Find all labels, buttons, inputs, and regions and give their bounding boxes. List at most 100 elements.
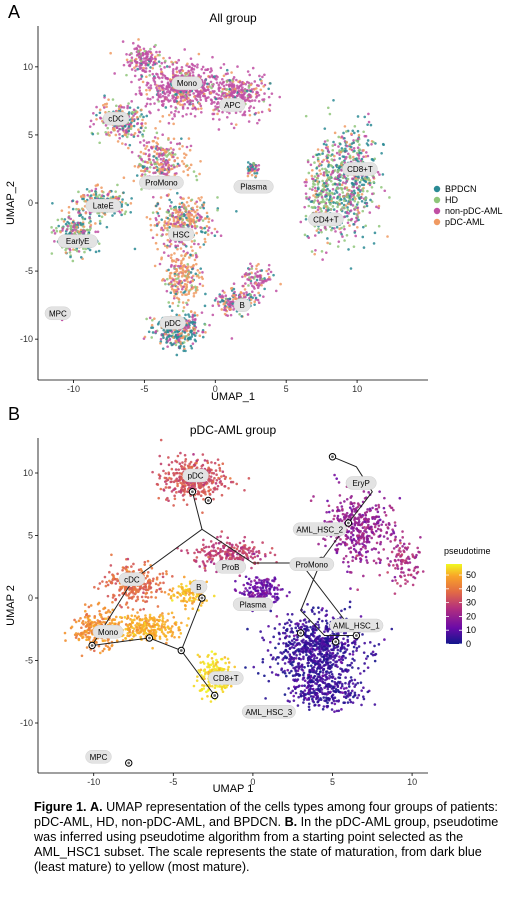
- panel-a-cluster-label-bg: [159, 316, 186, 330]
- panel-a-cluster-label: Plasma: [240, 183, 267, 192]
- panel-b-cluster-label: B: [196, 583, 201, 592]
- panel-b-title: pDC-AML group: [189, 423, 277, 437]
- figure-caption: Figure 1. A. UMAP representation of the …: [34, 800, 504, 875]
- panel-a-cluster-label: B: [240, 301, 245, 310]
- panel-a-cluster-label-bg: [85, 198, 121, 213]
- panel-a-cluster-label-bg: [168, 227, 195, 242]
- panel-a-cluster-label-bg: [308, 212, 344, 227]
- panel-b-cell-cluster: [167, 575, 216, 612]
- colorbar-tick-label: 20: [466, 611, 476, 621]
- caption-figure-label: Figure 1.: [34, 800, 87, 814]
- panel-b-cluster-label: ProMono: [296, 560, 329, 569]
- panel-b-cluster-label: AML_HSC_3: [245, 708, 292, 717]
- panel-a-cluster-label: APC: [224, 101, 241, 110]
- panel-b-cluster-label-bg: [208, 671, 244, 685]
- panel-b-x-axis-label: UMAP 1: [213, 783, 254, 795]
- panel-b-x-tick-label: 10: [407, 777, 417, 787]
- panel-b-y-tick-label: 5: [28, 531, 33, 541]
- panel-b-cluster-label-bg: [292, 522, 347, 536]
- panel-b-cluster-label-bg: [232, 597, 273, 611]
- colorbar-tick-label: 30: [466, 598, 476, 608]
- colorbar-tick-label: 50: [466, 570, 476, 580]
- colorbar-title: pseudotime: [444, 546, 491, 556]
- panel-a-plot: -10 -5 0 5 10 -10 -5 0 5 10 UMAP_1 UMAP_2 Mono APC cDC…: [5, 26, 503, 403]
- panel-b-cell-cluster: [378, 530, 425, 595]
- panel-b-trajectory-node-core: [191, 490, 194, 494]
- colorbar-tick-label: 0: [466, 639, 471, 649]
- panel-a-cluster-label: ProMono: [145, 179, 178, 188]
- panel-b-cluster-label-bg: [85, 750, 112, 764]
- panel-a-cell-cluster: [246, 161, 261, 179]
- panel-b-x-tick-label: 5: [330, 777, 335, 787]
- panel-b-y-tick-label: -5: [25, 656, 33, 666]
- panel-a-x-tick-label: 0: [213, 384, 218, 394]
- panel-a-cluster-label: cDC: [108, 115, 124, 124]
- panel-a-y-tick-label: 5: [28, 130, 33, 140]
- umap-figure: -10 -5 0 5 10 -10 -5 0 5 10 UMAP_1 UMAP_2 Mono APC cDC…: [5, 26, 503, 795]
- panel-b-cluster-label: ProB: [222, 563, 240, 572]
- panel-b-cluster-label-bg: [118, 572, 146, 586]
- panel-b-y-tick-label: 10: [23, 468, 33, 478]
- caption-a-label: A.: [89, 800, 103, 814]
- legend-swatch: [433, 185, 441, 193]
- panel-a-y-tick-label: -5: [25, 266, 33, 276]
- panel-a-cluster-label: MPC: [49, 309, 67, 318]
- panel-b-x-tick-label: 0: [250, 777, 255, 787]
- panel-b-cluster-label-bg: [92, 625, 124, 639]
- panel-a-cell-cluster: [241, 262, 282, 298]
- panel-b-trajectory-node-core: [299, 631, 303, 635]
- legend-swatch: [433, 196, 441, 204]
- colorbar-tick-label: 10: [466, 625, 476, 635]
- panel-a-y-tick-label: -10: [20, 334, 33, 344]
- panel-b-x-tick-label: -10: [87, 777, 100, 787]
- panel-b-cluster-label-bg: [329, 618, 384, 633]
- panel-b-y-axis-label: UMAP 2: [5, 585, 17, 626]
- panel-a-cell-cluster: [109, 38, 171, 84]
- panel-b-cluster-label-bg: [345, 476, 377, 490]
- panel-b-cluster-label: EryP: [352, 479, 369, 488]
- panel-b-trajectory-node-core: [331, 455, 334, 459]
- panel-a-cluster-label: pDC: [165, 319, 181, 328]
- panel-a-x-axis-label: UMAP_1: [211, 391, 255, 403]
- panel-a-cluster-label: EarlyE: [66, 237, 90, 246]
- panel-b-trajectory-node-core: [354, 634, 358, 637]
- panel-b-trajectory-node-core: [213, 694, 217, 697]
- panel-b-cluster-label: Plasma: [240, 600, 267, 609]
- panel-b-cluster-label: AML_HSC_2: [296, 525, 343, 534]
- panel-a-cluster-label: CD4+T: [313, 215, 339, 224]
- panel-a-y-tick-label: 0: [28, 198, 33, 208]
- panel-b-trajectory-node-core: [200, 596, 204, 600]
- panel-a-y-tick-label: 10: [23, 62, 33, 72]
- panel-b-trajectory-node-core: [179, 649, 183, 652]
- panel-b-x-tick-label: -5: [169, 777, 177, 787]
- panel-b-cluster-label-bg: [215, 560, 247, 574]
- panel-b-cell-cluster: [283, 670, 370, 713]
- panel-b-cluster-label-bg: [190, 580, 208, 594]
- legend-swatch: [433, 218, 441, 226]
- panel-b-cluster-label: pDC: [188, 472, 204, 481]
- panel-a-letter: A: [8, 2, 21, 22]
- panel-b-trajectory-node-core: [127, 761, 131, 765]
- panel-a-cluster-label-bg: [102, 111, 130, 126]
- panel-b-cluster-label: Mono: [98, 628, 119, 637]
- panel-a-cluster-label-bg: [233, 179, 274, 194]
- panel-b-plot: -10 -5 0 5 10 -10 -5 0 5 10 UMAP 1 UMAP 2 pDC EryP AML…: [5, 438, 491, 795]
- panel-a-cluster-label: Mono: [177, 79, 198, 88]
- legend-label: HD: [445, 195, 458, 205]
- panel-a-title: All group: [209, 11, 257, 25]
- panel-a-cell-cluster: [142, 309, 234, 357]
- panel-a-cluster-label-bg: [342, 162, 378, 176]
- panel-b-cluster-label: cDC: [124, 575, 140, 584]
- panel-a-cell-cluster: [153, 244, 207, 321]
- panel-b-cell-cluster: [63, 601, 147, 658]
- panel-a-cluster-label-bg: [233, 298, 251, 312]
- colorbar-gradient: [446, 564, 462, 644]
- caption-b-label: B.: [284, 815, 298, 829]
- panel-a-x-tick-label: -5: [140, 384, 148, 394]
- panel-a-x-tick-label: -10: [67, 384, 80, 394]
- panel-b-y-tick-label: -10: [20, 718, 33, 728]
- panel-b-cluster-label: AML_HSC_1: [333, 622, 380, 631]
- panel-a-cluster-label-bg: [44, 306, 72, 321]
- legend-label: non-pDC-AML: [445, 206, 503, 216]
